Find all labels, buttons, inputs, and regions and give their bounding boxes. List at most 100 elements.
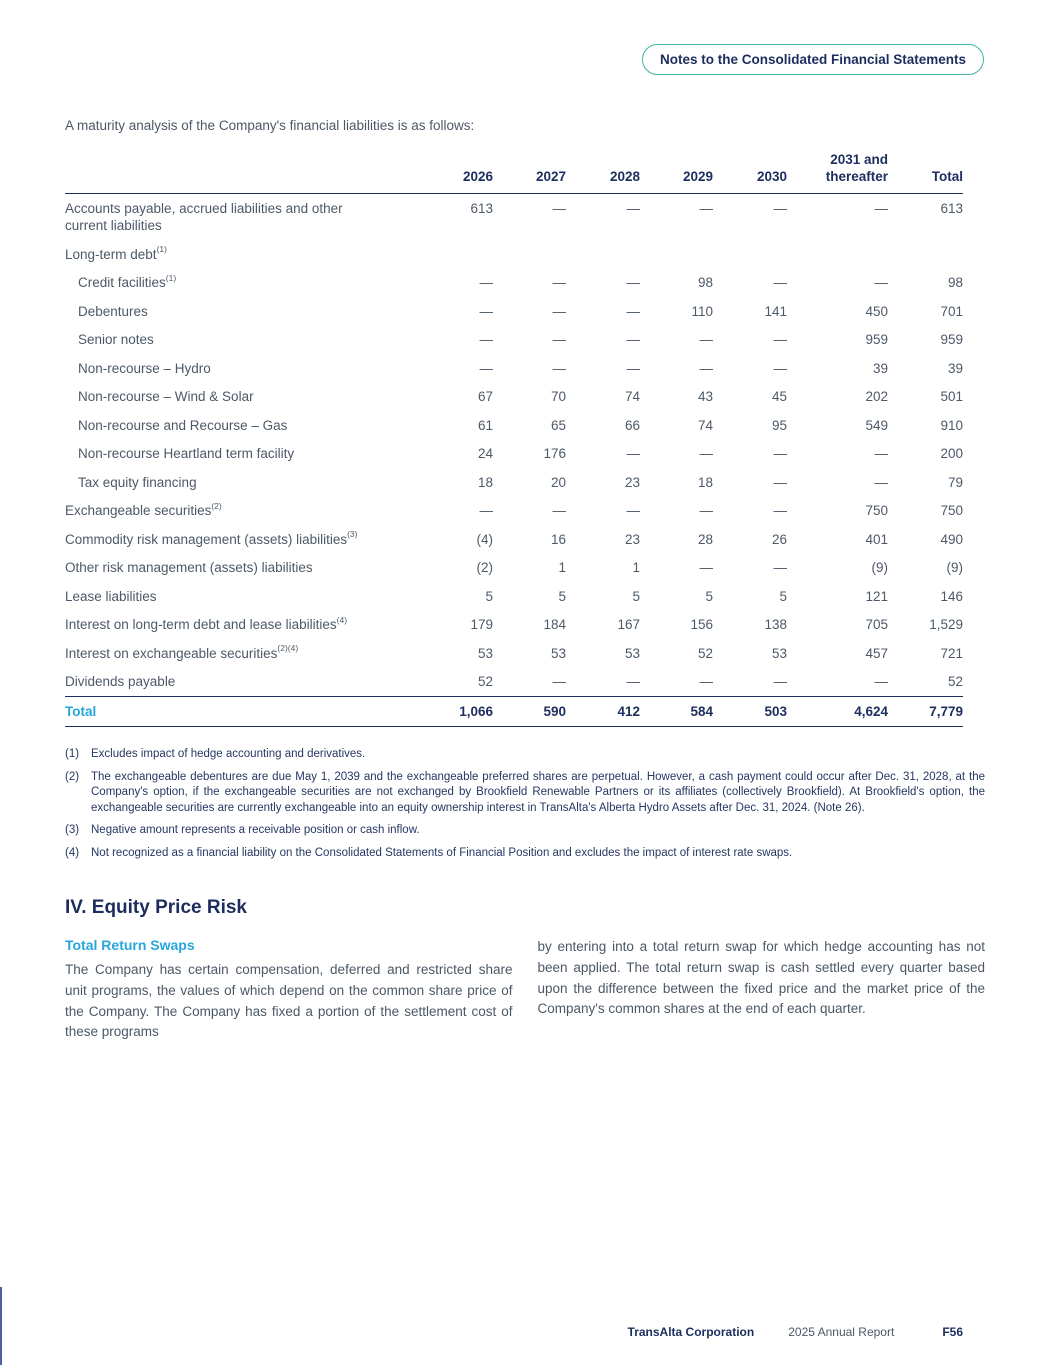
col-header: 2029 [640, 147, 713, 194]
cell-value: 750 [865, 503, 888, 518]
cell-value: 549 [865, 417, 888, 433]
cell-value: 1 [558, 560, 566, 575]
maturity-analysis-table: 2026 2027 2028 2029 2030 2031 and thereafter T… [65, 147, 963, 727]
row-label: Credit facilities(1) [78, 272, 177, 290]
cell-value: 701 [940, 303, 963, 319]
cell-value: — [773, 200, 788, 216]
cell-value: 141 [764, 303, 787, 319]
right-column: by entering into a total return swap for… [538, 937, 986, 1043]
cell-value: 750 [940, 503, 963, 518]
footnote-marker: (4) [336, 614, 348, 625]
cell-value: 176 [543, 446, 566, 461]
cell-value: — [626, 360, 641, 376]
cell-value [566, 240, 640, 269]
cell-value: 184 [543, 617, 566, 632]
total-value: 584 [640, 696, 713, 727]
table-row: Accounts payable, accrued liabilities an… [65, 194, 963, 241]
row-label: Tax equity financing [78, 474, 197, 490]
cell-value: 39 [872, 360, 888, 376]
footnote: (2) The exchangeable debentures are due M… [65, 770, 985, 817]
cell-value: 95 [771, 417, 787, 433]
cell-value: (2) [476, 560, 494, 575]
cell-value: — [773, 360, 788, 376]
col-header: 2030 [713, 147, 787, 194]
cell-value: — [552, 275, 567, 290]
footnote: (3) Negative amount represents a receivab… [65, 823, 985, 839]
row-label: Interest on exchangeable securities(2)(4… [65, 643, 299, 661]
cell-value: 1,529 [929, 617, 963, 632]
left-column: Total Return Swaps The Company has certa… [65, 937, 513, 1043]
intro-text: A maturity analysis of the Company's fin… [65, 118, 475, 133]
page-footer: TransAlta Corporation 2025 Annual Report… [628, 1325, 963, 1339]
footnote-text: Excludes impact of hedge accounting and … [91, 748, 366, 760]
cell-value: — [699, 560, 714, 575]
cell-value: — [626, 446, 641, 461]
footnote-marker: (2) [211, 500, 222, 511]
body-paragraph-left: The Company has certain compensation, de… [65, 962, 513, 1040]
cell-value [640, 240, 713, 269]
cell-value: 53 [550, 645, 566, 661]
cell-value: 167 [617, 617, 640, 632]
col-header: 2028 [566, 147, 640, 194]
cell-value: 23 [624, 531, 640, 547]
table-row: Long-term debt(1) [65, 240, 963, 269]
cell-value: — [874, 474, 889, 490]
row-label: Senior notes [78, 332, 154, 347]
cell-value: 721 [940, 645, 963, 661]
cell-value: (4) [476, 531, 494, 547]
col-header: Total [888, 147, 963, 194]
footnotes: (1) Excludes impact of hedge accounting a… [65, 747, 985, 861]
cell-value [787, 240, 888, 269]
total-value: 7,779 [888, 696, 963, 727]
col-header-empty [65, 147, 420, 194]
cell-value: 52 [477, 674, 493, 689]
cell-value: — [479, 275, 494, 290]
cell-value: 70 [550, 389, 566, 404]
row-label: Non-recourse – Wind & Solar [78, 389, 254, 404]
table-row: Credit facilities(1) — — — 98 — — 98 [65, 269, 963, 298]
cell-value: — [479, 360, 494, 376]
table-row: Other risk management (assets) liabiliti… [65, 554, 963, 583]
table-row: Non-recourse Heartland term facility 24 17… [65, 440, 963, 469]
cell-value: 179 [470, 617, 493, 632]
cell-value [888, 240, 963, 269]
cell-value: — [626, 303, 641, 319]
page-content: A maturity analysis of the Company's fin… [65, 118, 986, 1043]
cell-value: 24 [477, 446, 493, 461]
cell-value: 98 [947, 275, 963, 290]
cell-value: 457 [865, 645, 888, 661]
cell-value: — [699, 503, 714, 518]
cell-value: — [626, 332, 641, 347]
cell-value: 53 [477, 645, 493, 661]
cell-value: 52 [947, 674, 963, 689]
cell-value: 53 [624, 645, 640, 661]
cell-value: 146 [940, 588, 963, 604]
total-value: 590 [493, 696, 566, 727]
row-label: Exchangeable securities(2) [65, 500, 222, 518]
cell-value: — [874, 674, 889, 689]
body-paragraph-right: by entering into a total return swap for… [537, 939, 986, 1017]
cell-value: 16 [550, 531, 566, 547]
cell-value: 5 [779, 588, 787, 604]
cell-value: — [626, 503, 641, 518]
cell-value: 23 [624, 474, 640, 490]
cell-value: — [773, 674, 788, 689]
cell-value: — [552, 360, 567, 376]
footnote-marker: (1) [156, 244, 167, 254]
cell-value: — [773, 560, 788, 575]
cell-value: 65 [550, 417, 566, 433]
cell-value: 450 [865, 303, 888, 319]
cell-value: 61 [477, 417, 493, 433]
table-header-row: 2026 2027 2028 2029 2030 2031 and thereafter T… [65, 147, 963, 194]
footnote-number: (2) [65, 770, 80, 783]
table-row: Non-recourse – Wind & Solar 67 70 74 43 45 202… [65, 383, 963, 412]
row-label: Accounts payable, accrued liabilities an… [65, 200, 343, 234]
row-label: Lease liabilities [65, 588, 157, 604]
cell-value: 202 [865, 389, 888, 404]
total-value: 1,066 [420, 696, 493, 727]
cell-value: 39 [947, 360, 963, 376]
cell-value: 5 [485, 588, 493, 604]
cell-value: 18 [697, 474, 713, 490]
cell-value: — [552, 200, 567, 216]
